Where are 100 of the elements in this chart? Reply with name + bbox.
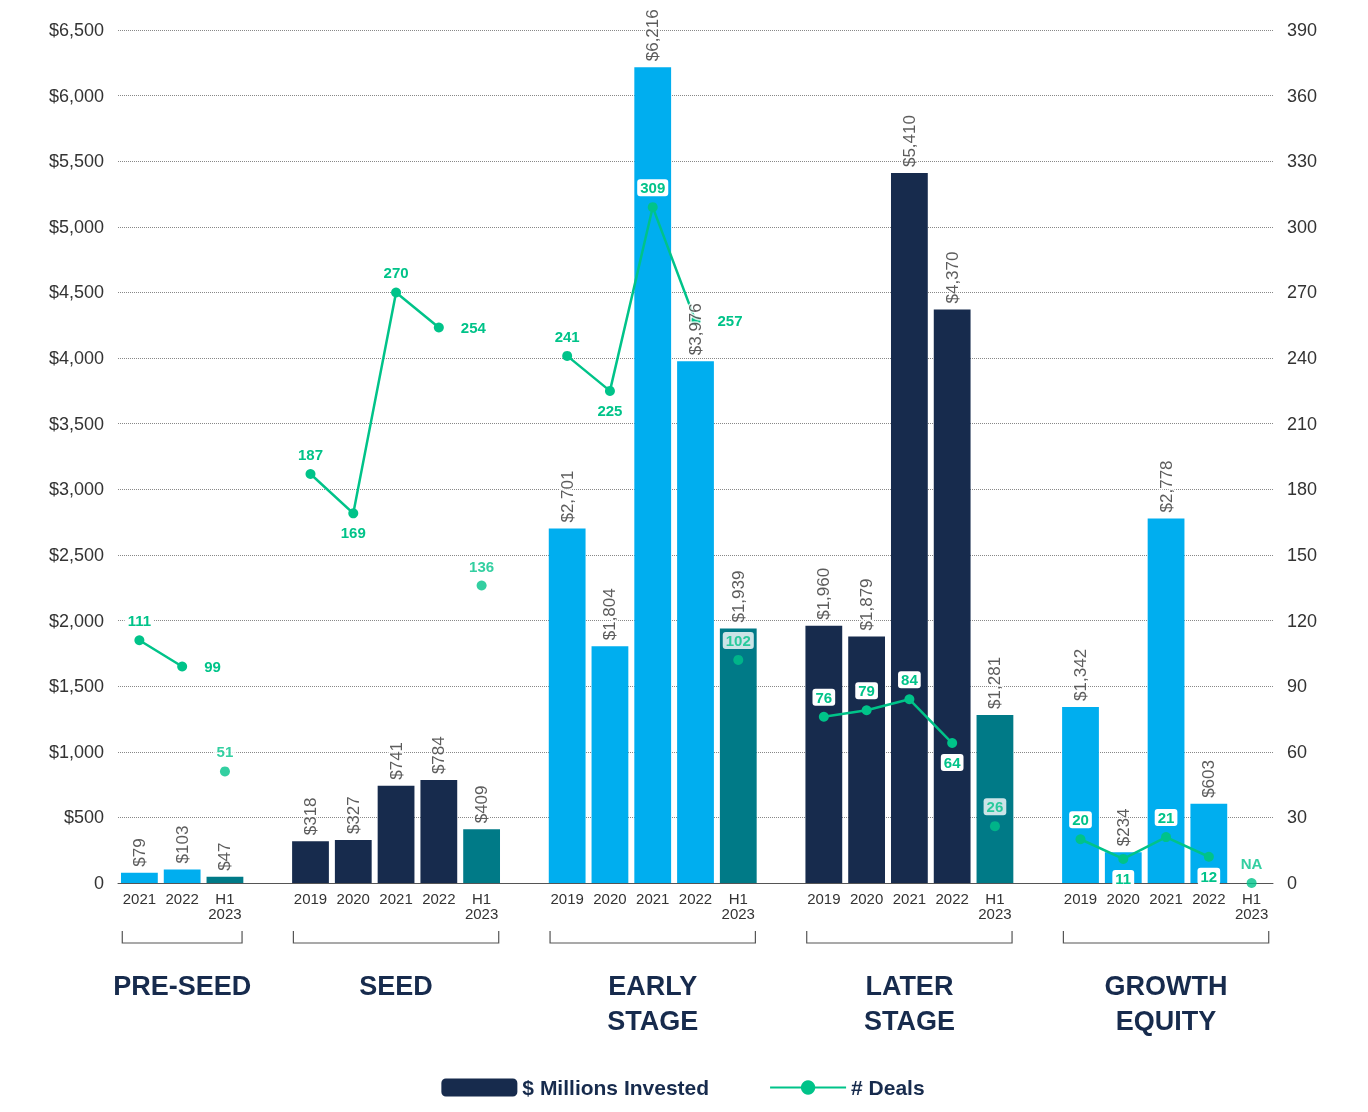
- bar: [634, 67, 672, 883]
- data-label: $234: [1113, 808, 1133, 847]
- x-tick-label: H1 2023: [208, 890, 242, 922]
- bar: [805, 625, 843, 883]
- y2-tick-label: 300: [1287, 216, 1318, 237]
- bar: [848, 636, 886, 883]
- bar: [163, 869, 201, 883]
- x-tick-label: 2020: [849, 890, 884, 907]
- data-label: $327: [343, 796, 363, 835]
- data-label: $784: [429, 736, 449, 775]
- data-label: 111: [127, 612, 152, 630]
- y2-tick-label: 120: [1287, 610, 1318, 631]
- text: PRE-SEED: [113, 970, 252, 1001]
- y-tick-label: 0: [93, 873, 104, 893]
- y2-tick-label: 180: [1287, 479, 1318, 500]
- y-tick-label: $6,500: [48, 20, 104, 40]
- x-tick-label: H1 2023: [1234, 890, 1269, 922]
- y2-tick-label: 210: [1287, 413, 1318, 434]
- x-tick-label: 2020: [336, 890, 370, 907]
- data-label: 270: [383, 264, 409, 282]
- data-label: 79: [858, 682, 875, 700]
- data-label: 136: [469, 557, 495, 575]
- x-tick-label: 2022: [678, 890, 713, 907]
- x-tick-label: H1 2023: [721, 890, 755, 922]
- data-label: 12: [1200, 867, 1218, 885]
- bar: [377, 785, 415, 883]
- x-tick-label: 2021: [379, 890, 413, 907]
- x-tick-label: 2019: [550, 890, 584, 907]
- point: [348, 508, 359, 519]
- legend-label: # Deals: [851, 1076, 925, 1099]
- x-tick-label: 2020: [1106, 890, 1140, 907]
- point: [562, 350, 573, 361]
- x-tick-label: 2019: [293, 890, 328, 907]
- point: [219, 766, 230, 777]
- y-tick-label: $3,500: [48, 413, 104, 434]
- text: GROWTH EQUITY: [1104, 970, 1228, 1036]
- bar: [206, 876, 244, 883]
- text: SEED: [359, 970, 433, 1001]
- bar: [591, 646, 629, 883]
- data-label: 76: [815, 688, 833, 706]
- y2-tick-label: 0: [1287, 873, 1298, 893]
- x-tick-label: 2022: [165, 890, 199, 907]
- y2-tick-label: 360: [1287, 85, 1318, 106]
- bar: [334, 840, 372, 883]
- point: [904, 694, 915, 705]
- point: [604, 385, 615, 396]
- data-label: $103: [172, 825, 192, 864]
- x-tick-label: 2019: [1063, 890, 1098, 907]
- data-label: 26: [986, 798, 1004, 816]
- data-label: $1,804: [600, 588, 620, 641]
- x-tick-label: H1 2023: [464, 890, 499, 922]
- data-label: $47: [215, 842, 235, 871]
- text: LATER STAGE: [863, 970, 955, 1036]
- data-label: $741: [386, 741, 406, 780]
- y-tick-label: $500: [63, 807, 104, 828]
- y-tick-label: $2,500: [48, 544, 104, 565]
- bar: [548, 528, 586, 883]
- bar: [420, 780, 458, 883]
- data-label: $6,216: [643, 9, 663, 62]
- y-tick-label: $5,500: [48, 151, 104, 172]
- bar: [933, 309, 971, 883]
- y2-tick-label: 390: [1287, 20, 1318, 40]
- x-tick-label: 2021: [122, 890, 157, 907]
- data-label: NA: [1240, 855, 1263, 872]
- data-label: $2,778: [1156, 460, 1176, 513]
- bar: [292, 841, 329, 883]
- data-label: 309: [640, 179, 666, 197]
- data-label: $1,342: [1071, 648, 1090, 701]
- data-label: $603: [1199, 760, 1219, 798]
- x-tick-label: 2022: [422, 890, 456, 907]
- text: EARLY STAGE: [607, 970, 699, 1036]
- y-tick-label: $1,500: [48, 676, 104, 697]
- data-label: 21: [1157, 809, 1175, 827]
- point: [733, 654, 744, 665]
- point: [818, 711, 829, 722]
- data-label: $3,976: [686, 303, 705, 356]
- y-tick-label: $4,000: [48, 348, 104, 369]
- bar: [1062, 706, 1099, 883]
- y2-tick-label: 90: [1287, 676, 1308, 697]
- data-label: 11: [1115, 869, 1132, 887]
- y2-tick-label: 240: [1287, 348, 1318, 369]
- data-label: $318: [301, 797, 320, 836]
- y2-tick-label: 30: [1287, 807, 1308, 828]
- y-tick-label: $1,000: [48, 741, 104, 762]
- data-label: $79: [129, 838, 149, 867]
- data-label: 84: [901, 671, 919, 689]
- point: [134, 635, 145, 646]
- legend-label: $ Millions Invested: [522, 1076, 710, 1099]
- x-tick-label: 2021: [1149, 890, 1183, 907]
- point: [391, 287, 402, 298]
- y2-tick-label: 270: [1287, 282, 1318, 303]
- bar: [677, 361, 714, 883]
- data-label: $1,960: [814, 567, 834, 620]
- y-tick-label: $2,000: [48, 610, 104, 631]
- y2-tick-label: 330: [1287, 151, 1318, 172]
- bar: [719, 628, 757, 883]
- x-tick-label: 2020: [593, 890, 627, 907]
- point: [1246, 878, 1257, 888]
- y-tick-label: $3,000: [48, 479, 104, 500]
- data-label: $4,370: [942, 251, 962, 304]
